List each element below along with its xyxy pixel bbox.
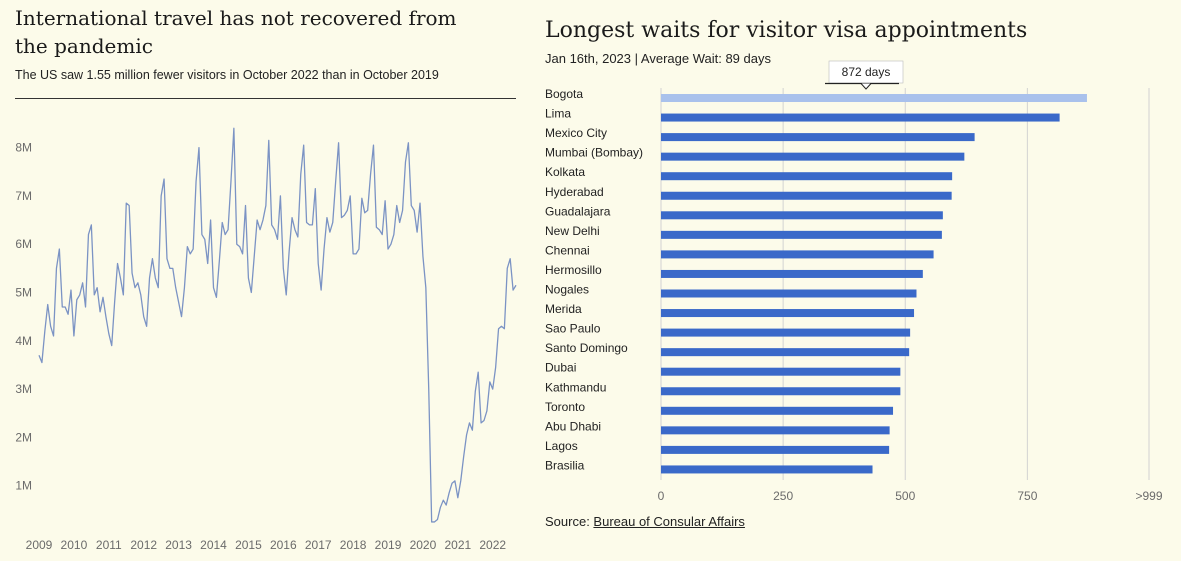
- x-tick-label: 2017: [305, 538, 332, 552]
- category-label: Sao Paulo: [545, 322, 601, 336]
- source-prefix: Source:: [545, 514, 594, 529]
- bar[interactable]: [661, 328, 911, 337]
- x-tick-label: 2022: [479, 538, 506, 552]
- bar[interactable]: [661, 348, 910, 357]
- x-tick-label: >999: [1135, 489, 1162, 503]
- x-tick-label: 2009: [26, 538, 53, 552]
- x-tick-label: 2015: [235, 538, 262, 552]
- series-line: [38, 127, 517, 523]
- category-label: Guadalajara: [545, 204, 611, 218]
- left-chart-subtitle: The US saw 1.55 million fewer visitors i…: [15, 68, 439, 82]
- x-tick-label: 2010: [61, 538, 88, 552]
- category-label: Mexico City: [545, 126, 607, 140]
- bar-chart: 0 250 500 750 >999 Bogota Lima Mexico City Mumba…: [545, 60, 1163, 503]
- category-label: Brasilia: [545, 458, 585, 472]
- bar[interactable]: [661, 113, 1060, 122]
- bar[interactable]: [661, 211, 943, 220]
- y-tick-label: 5M: [15, 286, 32, 300]
- category-label: Mumbai (Bombay): [545, 146, 643, 160]
- x-tick-label: 2014: [200, 538, 227, 552]
- bar[interactable]: [661, 269, 923, 278]
- category-label: Hermosillo: [545, 263, 602, 277]
- x-tick-label: 2011: [96, 538, 122, 552]
- bar[interactable]: [661, 387, 901, 396]
- category-label: Lima: [545, 107, 571, 121]
- category-label: Hyderabad: [545, 185, 604, 199]
- x-tick-label: 2013: [165, 538, 192, 552]
- category-label: Kolkata: [545, 165, 585, 179]
- y-tick-label: 8M: [15, 141, 32, 155]
- x-tick-label: 2020: [410, 538, 437, 552]
- x-tick-label: 2012: [130, 538, 157, 552]
- x-tick-label: 250: [773, 489, 793, 503]
- bar[interactable]: [661, 152, 965, 161]
- tooltip-pointer: [860, 83, 872, 90]
- bar[interactable]: [661, 465, 873, 474]
- category-label: Kathmandu: [545, 380, 606, 394]
- line-chart: 1M 2M 3M 4M 5M 6M 7M 8M 2009 2010 2011 2012 2013 2014…: [15, 127, 517, 552]
- bar[interactable]: [661, 289, 917, 298]
- bar[interactable]: [661, 367, 901, 376]
- x-tick-label: 2021: [444, 538, 471, 552]
- bar[interactable]: [661, 230, 942, 239]
- x-tick-label: 2019: [375, 538, 402, 552]
- bar[interactable]: [661, 191, 952, 200]
- bar-tooltip: 872 days: [825, 60, 904, 90]
- y-tick-label: 3M: [15, 382, 32, 396]
- category-label: New Delhi: [545, 224, 600, 238]
- x-tick-label: 750: [1017, 489, 1037, 503]
- category-label: Merida: [545, 302, 582, 316]
- right-chart-title: Longest waits for visitor visa appointme…: [545, 18, 1028, 43]
- left-chart-divider: [15, 98, 516, 99]
- x-tick-label: 0: [658, 489, 665, 503]
- category-label: Toronto: [545, 400, 585, 414]
- bar[interactable]: [661, 426, 890, 435]
- source-link[interactable]: Bureau of Consular Affairs: [593, 514, 745, 529]
- x-tick-label: 2016: [270, 538, 297, 552]
- tooltip-text: 872 days: [842, 65, 891, 79]
- y-tick-label: 7M: [15, 189, 32, 203]
- y-tick-label: 2M: [15, 430, 32, 444]
- x-tick-label: 2018: [340, 538, 367, 552]
- bar[interactable]: [661, 172, 953, 181]
- bar[interactable]: [661, 309, 915, 318]
- bar[interactable]: [661, 133, 975, 142]
- left-chart-title: International travel has not recovered f…: [15, 6, 457, 58]
- x-tick-label: 500: [895, 489, 915, 503]
- source-line: Source: Bureau of Consular Affairs: [545, 514, 745, 529]
- right-chart-subtitle: Jan 16th, 2023 | Average Wait: 89 days: [545, 51, 771, 66]
- category-label: Lagos: [545, 439, 578, 453]
- category-label: Dubai: [545, 361, 576, 375]
- bar[interactable]: [661, 406, 894, 415]
- bar[interactable]: [661, 250, 934, 259]
- category-label: Chennai: [545, 243, 590, 257]
- y-tick-label: 4M: [15, 334, 32, 348]
- y-tick-label: 1M: [15, 479, 32, 493]
- category-label: Abu Dhabi: [545, 419, 601, 433]
- bar[interactable]: [661, 94, 1087, 102]
- bar[interactable]: [661, 445, 890, 454]
- y-tick-label: 6M: [15, 237, 32, 251]
- category-label: Bogota: [545, 87, 583, 101]
- category-label: Santo Domingo: [545, 341, 628, 355]
- category-label: Nogales: [545, 283, 589, 297]
